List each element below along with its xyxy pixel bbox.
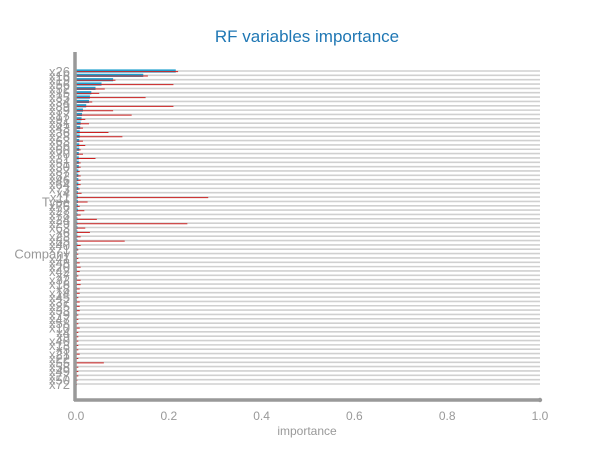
bar [76, 78, 113, 81]
y-tick-label: x72 [49, 377, 70, 392]
bar [76, 100, 89, 103]
bar [76, 104, 86, 107]
bar [76, 95, 90, 98]
bar [76, 69, 176, 72]
x-tick-label: 0.0 [68, 409, 85, 423]
bar [76, 87, 95, 90]
bar [76, 74, 143, 77]
x-tick-label: 0.2 [160, 409, 177, 423]
x-tick-label: 0.8 [439, 409, 456, 423]
x-tick-label: 0.4 [253, 409, 270, 423]
chart-title: RF variables importance [215, 27, 399, 46]
x-tick-label: 1.0 [532, 409, 549, 423]
bar [76, 117, 82, 120]
grid-lines [76, 71, 540, 384]
x-axis-end-cap [538, 398, 542, 402]
x-tick-label: 0.6 [346, 409, 363, 423]
bar [76, 113, 82, 116]
x-axis-label: importance [277, 424, 337, 438]
bars [76, 69, 176, 381]
bar [76, 91, 91, 94]
y-tick-labels: x26x16x19x56x52x15x35x34x89x39x17x92x81x… [14, 64, 70, 392]
x-tick-labels: 0.0 0.2 0.4 0.6 0.8 1.0 [68, 409, 549, 423]
bar [76, 109, 83, 112]
bar [76, 82, 102, 85]
